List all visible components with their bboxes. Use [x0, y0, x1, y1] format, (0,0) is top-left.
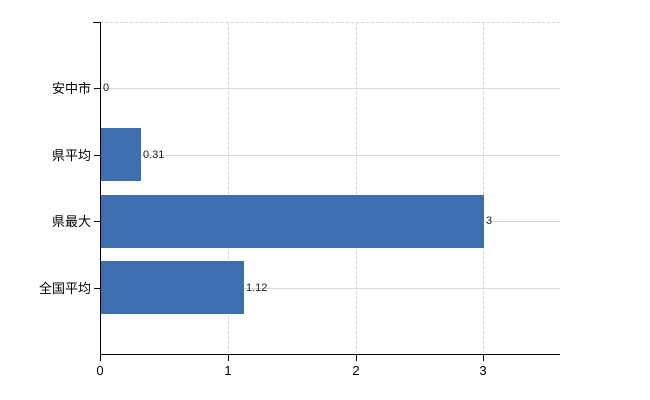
- x-axis-tick: [100, 355, 101, 361]
- vertical-gridline: [356, 22, 357, 354]
- horizontal-gridline: [100, 88, 560, 89]
- horizontal-gridline: [100, 155, 560, 156]
- category-label: 安中市: [51, 81, 91, 96]
- x-axis-tick: [356, 355, 357, 361]
- bar-1: [101, 128, 141, 181]
- category-label: 全国平均: [38, 281, 91, 296]
- x-axis-tick: [483, 355, 484, 361]
- bar-value-label: 0: [103, 82, 110, 94]
- x-axis-tick-label: 1: [224, 363, 232, 378]
- category-label: 県最大: [51, 214, 91, 229]
- x-axis-tick-label: 2: [352, 363, 360, 378]
- y-axis-tick: [94, 288, 100, 289]
- category-label: 県平均: [51, 148, 91, 163]
- y-axis-tick: [94, 221, 100, 222]
- bar-value-label: 0.31: [143, 149, 165, 161]
- bar-3: [101, 261, 244, 314]
- x-axis-tick-label: 3: [479, 363, 487, 378]
- bar-value-label: 1.12: [246, 282, 268, 294]
- y-axis-top-cap: [93, 22, 100, 23]
- y-axis-tick: [94, 155, 100, 156]
- plot-area-top-border: [100, 22, 560, 23]
- bar-2: [101, 195, 484, 248]
- x-axis-line: [100, 354, 560, 355]
- vertical-gridline: [228, 22, 229, 354]
- y-axis-line: [100, 22, 101, 355]
- x-axis-tick: [228, 355, 229, 361]
- bar-value-label: 3: [486, 215, 493, 227]
- vertical-gridline: [483, 22, 484, 354]
- horizontal-gridline: [100, 288, 560, 289]
- x-axis-tick-label: 0: [96, 363, 104, 378]
- y-axis-tick: [94, 88, 100, 89]
